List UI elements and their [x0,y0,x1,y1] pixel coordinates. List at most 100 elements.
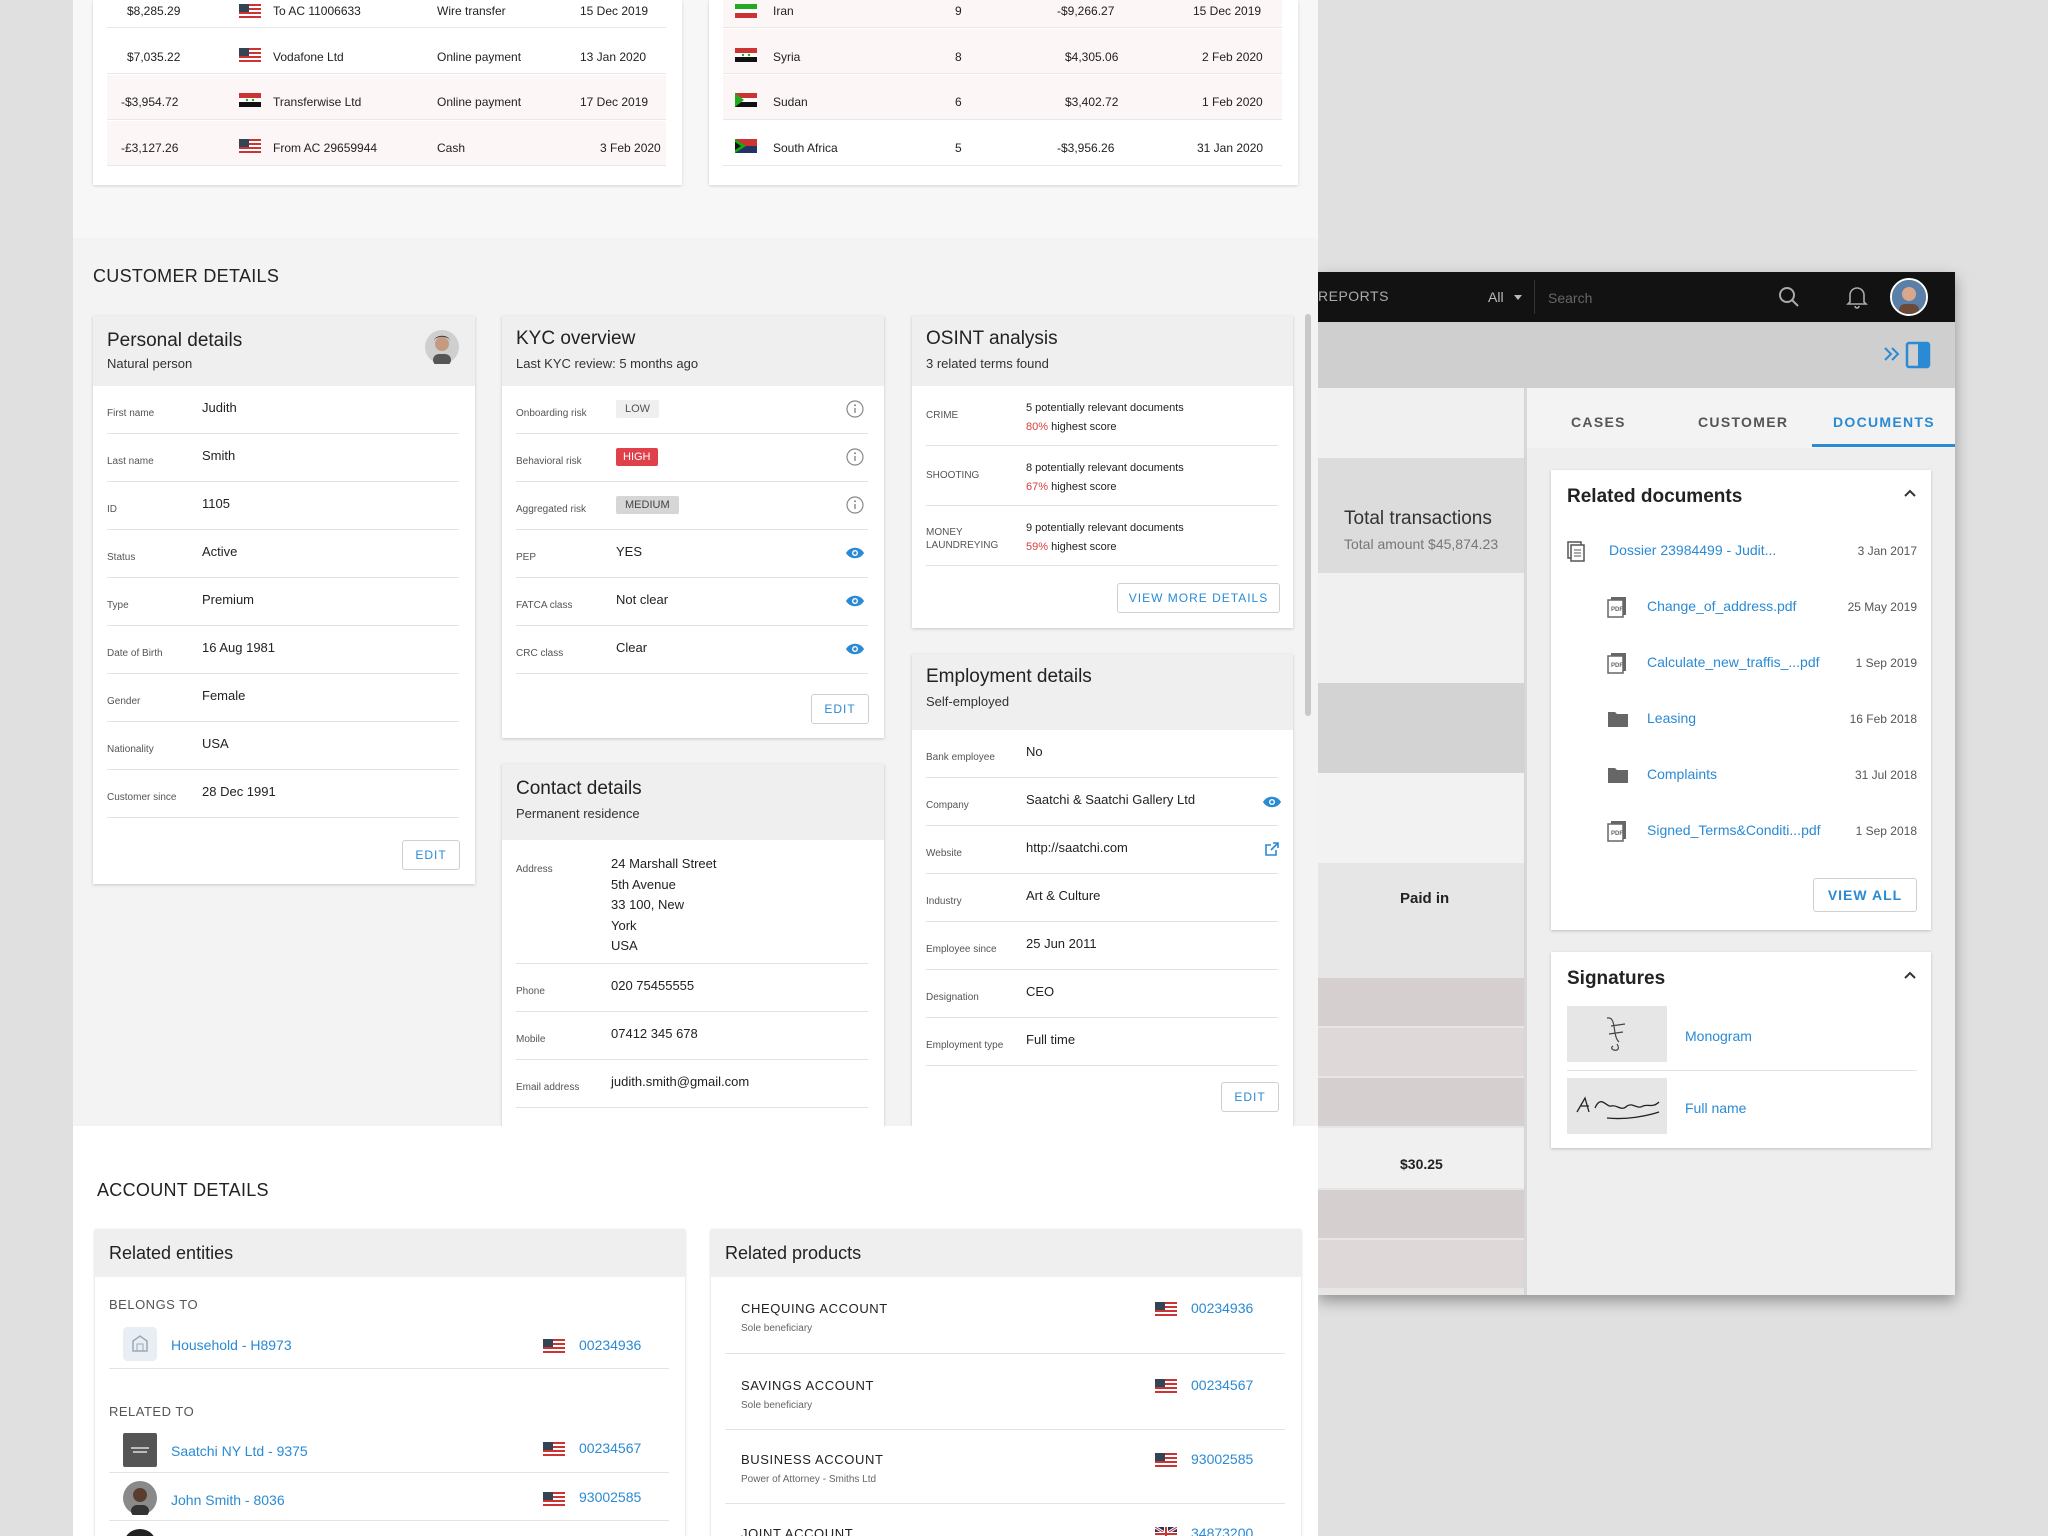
chevron-up-icon[interactable] [1903,970,1917,980]
search-input[interactable]: Search [1548,290,1593,306]
search-icon[interactable] [1778,286,1800,308]
signature-name[interactable]: Monogram [1685,1028,1752,1044]
osint-score: 80% highest score [1026,421,1117,433]
eye-icon[interactable] [845,594,865,608]
document-row[interactable]: PDF Change_of_address.pdf 25 May 2019 [1551,578,1931,634]
entity-row[interactable]: Saatchi NY Ltd - 9375 00234567 [109,1425,669,1473]
field-row: Mobile 07412 345 678 [516,1012,868,1060]
tab-customer[interactable]: CUSTOMER [1698,414,1789,430]
edit-button[interactable]: EDIT [811,694,869,724]
email-link[interactable]: judith.smith@gmail.com [611,1074,750,1089]
document-row[interactable]: Dossier 23984499 - Judit... 3 Jan 2017 [1551,522,1931,578]
view-all-button[interactable]: VIEW ALL [1813,878,1917,912]
website-link[interactable]: http://saatchi.com [1026,840,1128,855]
product-row[interactable]: CHEQUING ACCOUNT Sole beneficiary 002349… [725,1277,1285,1354]
pdf-icon: PDF [1607,597,1626,618]
us-flag-icon [543,1442,565,1456]
edit-button[interactable]: EDIT [1221,1082,1279,1112]
tab-documents[interactable]: DOCUMENTS [1833,414,1935,430]
product-row[interactable]: BUSINESS ACCOUNT Power of Attorney - Smi… [725,1430,1285,1504]
product-row[interactable]: JOINT ACCOUNT 34873200 [725,1504,1285,1536]
method-cell: Cash [437,141,466,155]
country-cell: Iran [773,4,794,18]
table-row[interactable]: $8,285.29 To AC 11006633 Wire transfer 1… [107,0,666,28]
field-label: Onboarding risk [516,408,587,419]
table-row[interactable]: Syria 8 $4,305.06 2 Feb 2020 [723,29,1282,74]
entity-row[interactable]: John Smith - 8036 93002585 [109,1473,669,1521]
account-number[interactable]: 93002585 [579,1489,642,1505]
eye-icon[interactable] [1262,795,1282,809]
method-cell: Online payment [437,95,522,109]
monogram-signature-image [1567,1006,1667,1062]
document-name[interactable]: Leasing [1647,710,1697,726]
eye-icon[interactable] [845,546,865,560]
bell-icon[interactable] [1846,285,1868,309]
osint-docs: 5 potentially relevant documents [1026,402,1184,414]
table-row[interactable]: -$3,954.72 Transferwise Ltd Online payme… [107,75,666,120]
document-name[interactable]: Change_of_address.pdf [1647,598,1797,614]
account-number[interactable]: 00234567 [1191,1377,1254,1393]
field-label: Status [107,552,136,563]
field-row: Gender Female [107,674,459,722]
chevron-up-icon[interactable] [1903,488,1917,498]
product-name: CHEQUING ACCOUNT [741,1301,888,1316]
product-name: JOINT ACCOUNT [741,1526,854,1536]
scrollbar-thumb[interactable] [1305,314,1311,716]
field-label: Industry [926,896,962,907]
account-number[interactable]: 00234567 [579,1440,642,1456]
info-icon[interactable] [846,448,864,466]
info-icon[interactable] [846,400,864,418]
edit-button[interactable]: EDIT [402,840,460,870]
field-row: Aggregated risk MEDIUM [516,482,868,530]
card-subtitle: Natural person [107,356,193,371]
document-name[interactable]: Signed_Terms&Conditi...pdf [1647,822,1821,838]
card-subtitle: Self-employed [926,694,1010,709]
field-row: Bank employee No [926,730,1278,778]
document-row[interactable]: PDF Calculate_new_traffis_...pdf 1 Sep 2… [1551,634,1931,690]
table-row[interactable]: $7,035.22 Vodafone Ltd Online payment 13… [107,29,666,74]
panel-toggle-icon[interactable] [1883,340,1935,370]
onboarding-risk-badge: LOW [616,400,660,418]
document-name[interactable]: Dossier 23984499 - Judit... [1609,542,1777,558]
document-name[interactable]: Calculate_new_traffis_...pdf [1647,654,1820,670]
table-row[interactable]: South Africa 5 -$3,956.26 31 Jan 2020 [723,121,1282,166]
product-row[interactable]: SAVINGS ACCOUNT Sole beneficiary 0023456… [725,1354,1285,1430]
field-row: Status Active [107,530,459,578]
user-avatar[interactable] [1890,278,1928,316]
info-icon[interactable] [846,496,864,514]
card-subtitle: Last KYC review: 5 months ago [516,356,699,371]
person-avatar [126,1529,154,1536]
nav-reports[interactable]: REPORTS [1318,288,1389,304]
document-name[interactable]: Complaints [1647,766,1718,782]
tab-cases[interactable]: CASES [1571,414,1626,430]
caret-down-icon[interactable] [1514,295,1522,300]
osint-row: CRIME 5 potentially relevant documents 8… [926,386,1278,446]
entity-name[interactable]: John Smith - 8036 [171,1492,285,1508]
table-row[interactable]: Sudan 6 $3,402.72 1 Feb 2020 [723,75,1282,120]
entity-row[interactable]: Household - H8973 00234936 [109,1321,669,1369]
view-more-details-button[interactable]: VIEW MORE DETAILS [1117,583,1280,613]
account-number[interactable]: 34873200 [1191,1525,1254,1536]
account-number[interactable]: 93002585 [1191,1451,1254,1467]
search-filter-select[interactable]: All [1488,289,1504,305]
personal-details-card: Personal details Natural person First na… [93,316,475,884]
entity-name[interactable]: Household - H8973 [171,1337,292,1353]
table-row[interactable]: -£3,127.26 From AC 29659944 Cash 3 Feb 2… [107,121,666,166]
name-cell: Transferwise Ltd [273,95,362,109]
document-row[interactable]: PDF Signed_Terms&Conditi...pdf 1 Sep 201… [1551,802,1931,858]
active-tab-indicator [1812,444,1955,447]
company-link[interactable]: Saatchi & Saatchi Gallery Ltd [1026,792,1196,807]
entity-name[interactable]: Saatchi NY Ltd - 9375 [171,1443,308,1459]
syria-flag-icon [239,93,261,107]
signature-name[interactable]: Full name [1685,1100,1747,1116]
table-row[interactable]: Iran 9 -$9,266.27 15 Dec 2019 [723,0,1282,28]
field-label: Bank employee [926,752,995,763]
account-number[interactable]: 00234936 [1191,1300,1254,1316]
eye-icon[interactable] [845,642,865,656]
document-row[interactable]: Complaints 31 Jul 2018 [1551,746,1931,802]
external-link-icon[interactable] [1264,841,1280,857]
amount-cell: -£3,127.26 [121,141,179,155]
document-row[interactable]: Leasing 16 Feb 2018 [1551,690,1931,746]
household-icon [123,1327,157,1361]
account-number[interactable]: 00234936 [579,1337,642,1353]
